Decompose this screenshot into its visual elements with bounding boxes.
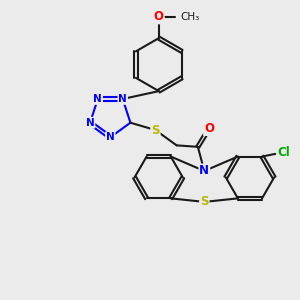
Text: CH₃: CH₃ xyxy=(180,12,199,22)
Text: O: O xyxy=(204,122,214,135)
Text: N: N xyxy=(86,118,94,128)
Text: N: N xyxy=(118,94,127,104)
Text: N: N xyxy=(199,164,209,178)
Text: Cl: Cl xyxy=(278,146,290,159)
Text: N: N xyxy=(93,94,102,104)
Text: N: N xyxy=(106,132,115,142)
Text: S: S xyxy=(151,124,160,136)
Text: O: O xyxy=(154,11,164,23)
Text: S: S xyxy=(200,195,208,208)
